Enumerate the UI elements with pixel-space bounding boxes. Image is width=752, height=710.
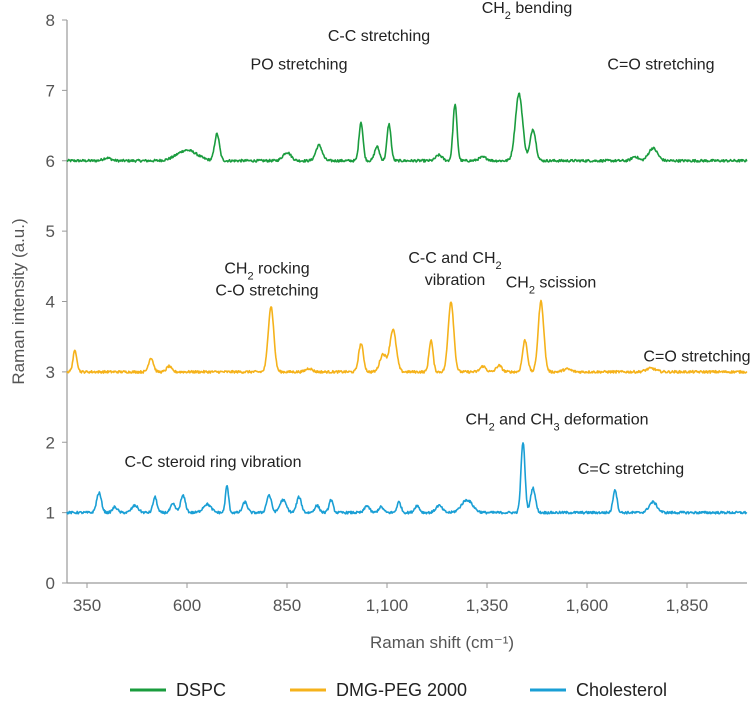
series-line-cholesterol (66, 442, 748, 515)
x-tick-label: 600 (173, 596, 201, 615)
annotation-label: C-O stretching (215, 282, 318, 299)
series-line-dspc (66, 92, 748, 163)
annotation-label: vibration (425, 272, 485, 289)
legend-label: DMG-PEG 2000 (336, 680, 467, 700)
annotation-label: CH2 rocking (224, 260, 309, 282)
annotation-label: C=O stretching (643, 348, 750, 365)
x-tick-label: 1,100 (366, 596, 409, 615)
annotation-label: C-C steroid ring vibration (125, 454, 302, 471)
series-line-dmg-peg-2000 (66, 299, 748, 374)
y-tick-label: 4 (46, 293, 55, 312)
x-tick-label: 1,600 (566, 596, 609, 615)
y-tick-label: 1 (46, 504, 55, 523)
y-tick-label: 3 (46, 363, 55, 382)
x-tick-label: 1,350 (466, 596, 509, 615)
y-tick-label: 6 (46, 152, 55, 171)
annotation-label: C=O stretching (607, 56, 714, 73)
annotation-label: PO stretching (251, 56, 348, 73)
annotation-label: C-C and CH2 (408, 250, 501, 272)
y-tick-label: 2 (46, 433, 55, 452)
x-tick-label: 850 (273, 596, 301, 615)
annotation-label: C=C stretching (578, 461, 684, 478)
annotation-label: C-C stretching (328, 28, 430, 45)
y-tick-label: 0 (46, 574, 55, 593)
x-tick-label: 1,850 (666, 596, 709, 615)
x-axis-title: Raman shift (cm⁻¹) (370, 633, 514, 652)
annotation-label: CH2 scission (506, 274, 597, 296)
annotation-label: CH2 and CH3 deformation (466, 412, 649, 434)
y-tick-label: 8 (46, 11, 55, 30)
legend-label: DSPC (176, 680, 226, 700)
x-tick-label: 350 (73, 596, 101, 615)
annotation-label: CH2 bending (482, 0, 573, 22)
y-tick-label: 7 (46, 81, 55, 100)
y-axis-title: Raman intensity (a.u.) (9, 218, 28, 384)
legend-label: Cholesterol (576, 680, 667, 700)
y-tick-label: 5 (46, 222, 55, 241)
